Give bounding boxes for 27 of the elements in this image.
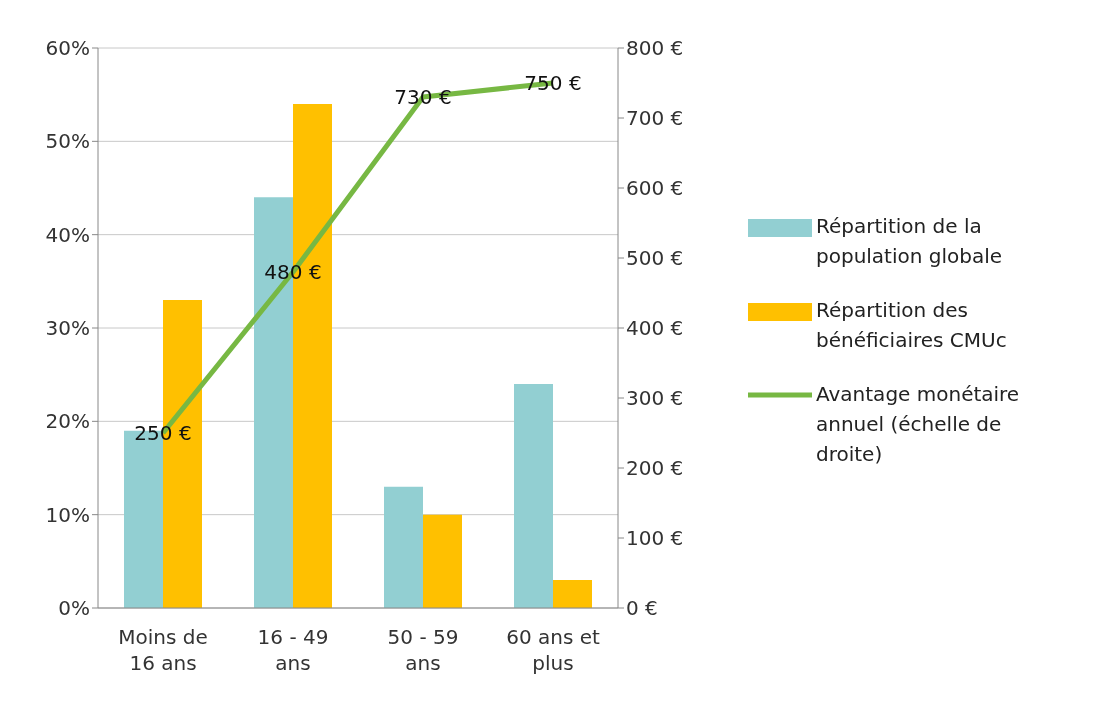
y-tick-label: 30% [45,316,90,341]
y-tick-label: 0% [58,596,90,621]
bar [514,384,553,608]
y2-tick-label: 400 € [626,316,684,341]
y2-tick-label: 500 € [626,246,684,271]
y2-tick-label: 600 € [626,176,684,201]
x-tick-label: 50 - 59 ans [387,625,459,675]
bar [553,580,592,608]
y2-tick-label: 100 € [626,526,684,551]
legend-label: Répartition de la population globale [816,212,1004,270]
bar [423,514,462,608]
y-tick-label: 20% [45,409,90,434]
legend-label: Répartition des bénéficiaires CMUc [816,296,1008,354]
y2-tick-label: 300 € [626,386,684,411]
y-tick-label: 50% [45,129,90,154]
bar [384,486,423,608]
y2-tick-label: 0 € [626,596,658,621]
x-tick-label: 16 - 49 ans [257,625,329,675]
y-tick-label: 60% [45,36,90,61]
y-tick-label: 10% [45,502,90,527]
y2-tick-label: 800 € [626,36,684,61]
x-tick-label: Moins de 16 ans [118,625,208,675]
legend-label: Avantage monétaire annuel (échelle de droite) [816,380,1021,468]
y2-tick-label: 200 € [626,456,684,481]
y2-tick-label: 700 € [626,106,684,131]
x-tick-label: 60 ans et plus [506,625,600,675]
y-tick-label: 40% [45,222,90,247]
